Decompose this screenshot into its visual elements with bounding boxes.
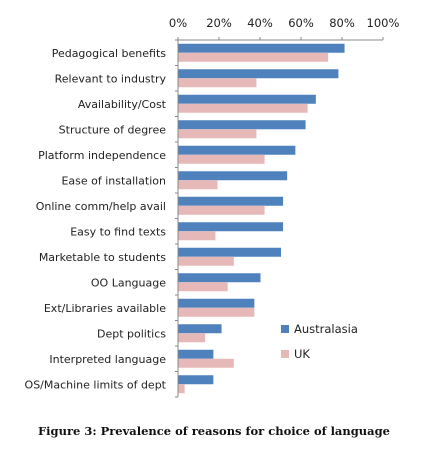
category-label: OS/Machine limits of dept — [25, 378, 167, 391]
bar-uk-6 — [178, 205, 265, 215]
x-tick-label: 20% — [206, 16, 232, 30]
bar-uk-3 — [178, 129, 257, 139]
category-label: Structure of degree — [59, 123, 167, 136]
bar-uk-11 — [178, 333, 206, 343]
bar-uk-0 — [178, 52, 329, 62]
axes — [175, 37, 384, 398]
x-tick-label: 40% — [247, 16, 273, 30]
legend-label-uk: UK — [294, 347, 310, 361]
bar-uk-5 — [178, 180, 218, 190]
category-label: Easy to find texts — [70, 225, 166, 238]
figure-caption: Figure 3: Prevalence of reasons for choi… — [38, 424, 390, 438]
bar-australasia-6 — [178, 196, 284, 206]
bar-chart: 0% 20% 40% 60% 80% 100% Pedagogical benefits R… — [25, 16, 400, 398]
category-label: Availability/Cost — [78, 98, 167, 111]
bar-australasia-4 — [178, 145, 296, 155]
category-label: Pedagogical benefits — [52, 47, 167, 60]
bar-australasia-10 — [178, 298, 255, 308]
category-label: Interpreted language — [49, 353, 166, 366]
bar-australasia-5 — [178, 171, 288, 181]
bar-uk-4 — [178, 154, 265, 164]
category-label: Ext/Libraries available — [44, 302, 166, 315]
bar-uk-10 — [178, 307, 255, 317]
bar-australasia-12 — [178, 349, 214, 359]
category-label: OO Language — [91, 276, 166, 289]
bar-uk-2 — [178, 103, 308, 113]
category-label: Ease of installation — [61, 174, 166, 187]
bar-australasia-1 — [178, 69, 339, 79]
legend-label-australasia: Australasia — [294, 322, 358, 336]
legend-swatch-australasia — [281, 325, 289, 333]
category-label: Relevant to industry — [55, 72, 167, 85]
bar-uk-9 — [178, 282, 228, 292]
bar-uk-1 — [178, 78, 257, 88]
bar-australasia-0 — [178, 43, 345, 53]
category-label: Dept politics — [97, 327, 166, 340]
category-labels: Pedagogical benefits Relevant to industry… — [25, 47, 167, 392]
bar-australasia-9 — [178, 273, 261, 283]
bar-uk-8 — [178, 256, 234, 266]
category-label: Online comm/help avail — [36, 200, 166, 213]
bars — [178, 43, 345, 394]
bar-australasia-3 — [178, 120, 306, 130]
x-tick-label: 60% — [288, 16, 314, 30]
x-tick-label: 80% — [329, 16, 355, 30]
category-label: Marketable to students — [39, 251, 166, 264]
x-tick-label: 100% — [367, 16, 400, 30]
bar-uk-12 — [178, 358, 234, 368]
bar-australasia-7 — [178, 222, 284, 232]
bar-uk-13 — [178, 384, 185, 394]
legend-swatch-uk — [281, 350, 289, 358]
category-label: Platform independence — [38, 149, 166, 162]
bar-uk-7 — [178, 231, 216, 241]
bar-australasia-8 — [178, 247, 281, 257]
bar-australasia-11 — [178, 324, 222, 334]
legend: Australasia UK — [281, 322, 358, 361]
bar-australasia-13 — [178, 375, 214, 385]
x-tick-label: 0% — [169, 16, 187, 30]
bar-australasia-2 — [178, 94, 316, 104]
x-tick-labels: 0% 20% 40% 60% 80% 100% — [169, 16, 400, 30]
